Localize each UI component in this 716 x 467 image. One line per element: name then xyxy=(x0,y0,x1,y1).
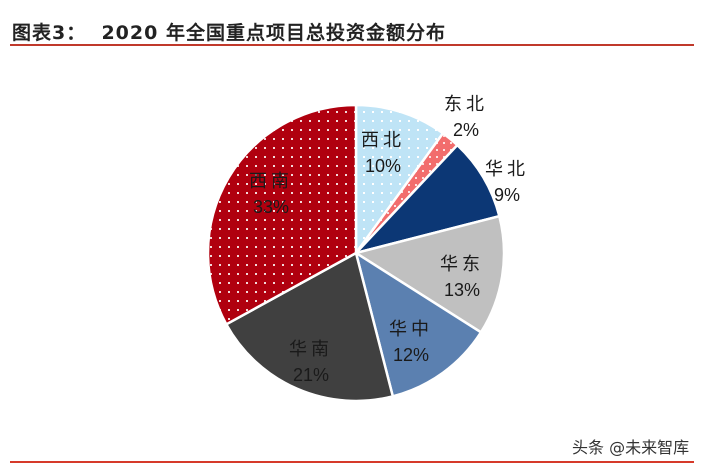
slice-category-label: 华南 xyxy=(289,339,333,359)
slice-percent-label: 12% xyxy=(393,345,429,365)
pie-slice-0 xyxy=(354,103,445,257)
slice-percent-label: 33% xyxy=(253,197,289,217)
slice-category-label: 华北 xyxy=(485,159,529,179)
watermark: 头条 @未来智库 xyxy=(572,438,690,457)
bottom-divider xyxy=(10,461,694,463)
pie-slice-6 xyxy=(206,103,358,326)
slice-category-label: 西南 xyxy=(249,171,293,191)
slice-percent-label: 9% xyxy=(494,185,520,205)
slice-category-label: 华中 xyxy=(389,319,433,339)
slice-category-label: 华东 xyxy=(440,254,484,274)
chart-title: 图表3： 2020 年全国重点项目总投资金额分布 xyxy=(12,22,446,44)
pie-slice-3 xyxy=(352,214,506,335)
pie-slice-2 xyxy=(352,143,501,256)
pie-slice-5 xyxy=(224,251,395,403)
slice-percent-label: 2% xyxy=(453,120,479,140)
pie-slice-4 xyxy=(354,250,483,398)
slice-percent-label: 21% xyxy=(293,365,329,385)
slice-percent-label: 10% xyxy=(365,156,401,176)
slice-category-label: 东北 xyxy=(444,94,488,114)
title-divider xyxy=(10,44,694,46)
slice-percent-label: 13% xyxy=(444,280,480,300)
slice-category-label: 西北 xyxy=(361,130,405,150)
